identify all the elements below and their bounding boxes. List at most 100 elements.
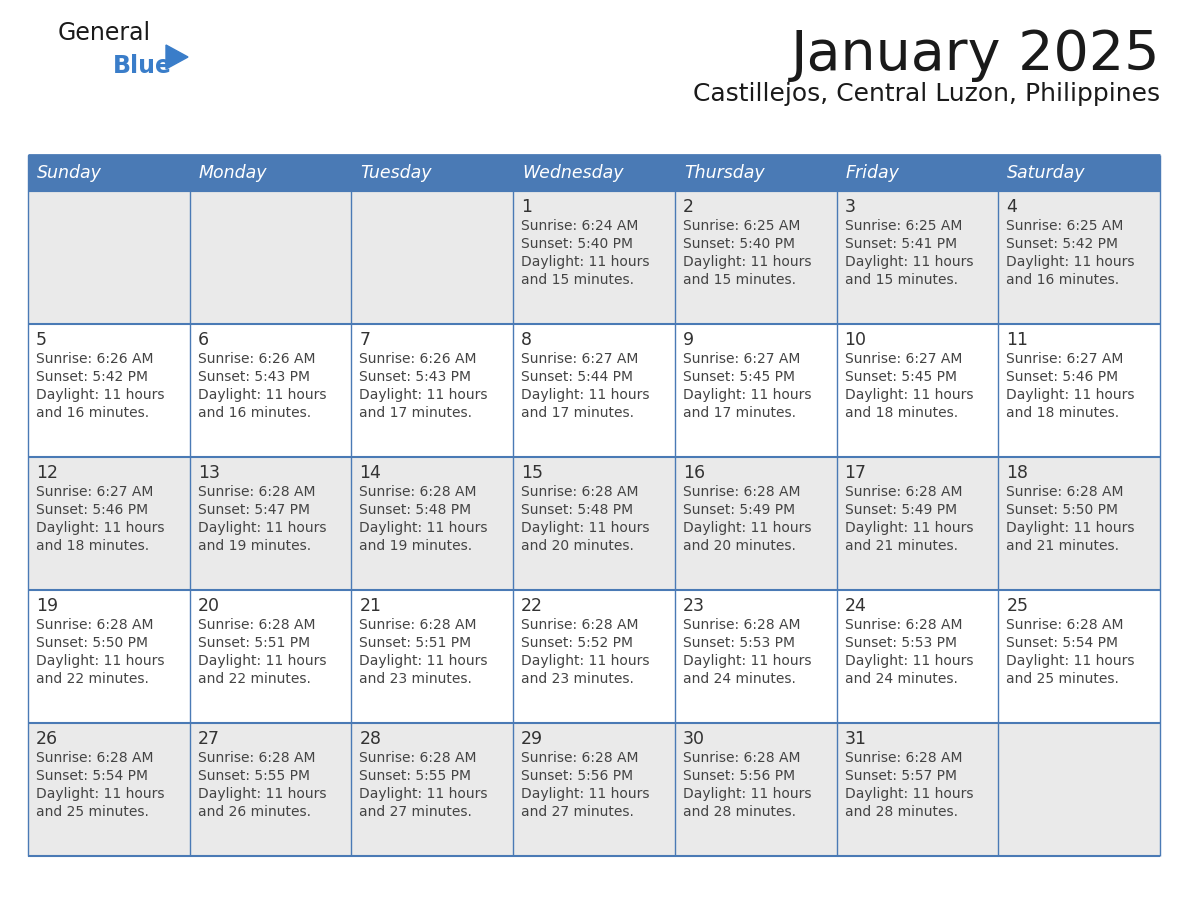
Text: Sunset: 5:56 PM: Sunset: 5:56 PM [683,769,795,783]
Text: Sunset: 5:55 PM: Sunset: 5:55 PM [360,769,472,783]
Text: and 23 minutes.: and 23 minutes. [522,672,634,686]
Bar [29,324,1159,457]
Text: Sunrise: 6:27 AM: Sunrise: 6:27 AM [36,485,153,499]
Text: Daylight: 11 hours: Daylight: 11 hours [360,388,488,402]
Text: and 20 minutes.: and 20 minutes. [683,539,796,553]
Text: and 16 minutes.: and 16 minutes. [1006,273,1119,287]
Text: Thursday: Thursday [684,164,765,182]
Text: Sunset: 5:42 PM: Sunset: 5:42 PM [1006,237,1118,251]
Text: Sunset: 5:44 PM: Sunset: 5:44 PM [522,370,633,384]
Text: Sunset: 5:57 PM: Sunset: 5:57 PM [845,769,956,783]
Text: Daylight: 11 hours: Daylight: 11 hours [360,521,488,535]
Text: Daylight: 11 hours: Daylight: 11 hours [36,787,164,801]
Text: Sunrise: 6:28 AM: Sunrise: 6:28 AM [36,618,153,632]
Text: Sunrise: 6:28 AM: Sunrise: 6:28 AM [360,751,476,765]
Text: Sunrise: 6:27 AM: Sunrise: 6:27 AM [522,352,638,366]
Text: Sunrise: 6:27 AM: Sunrise: 6:27 AM [845,352,962,366]
Text: Sunset: 5:56 PM: Sunset: 5:56 PM [522,769,633,783]
Text: 19: 19 [36,597,58,615]
Text: Sunrise: 6:26 AM: Sunrise: 6:26 AM [360,352,476,366]
Text: Sunrise: 6:28 AM: Sunrise: 6:28 AM [360,485,476,499]
Text: Sunset: 5:49 PM: Sunset: 5:49 PM [845,503,956,517]
Text: 10: 10 [845,331,866,349]
Text: Sunset: 5:47 PM: Sunset: 5:47 PM [197,503,310,517]
Text: 13: 13 [197,464,220,482]
Text: Sunrise: 6:28 AM: Sunrise: 6:28 AM [197,485,315,499]
Text: 27: 27 [197,730,220,748]
Text: Saturday: Saturday [1007,164,1086,182]
Text: Sunrise: 6:27 AM: Sunrise: 6:27 AM [1006,352,1124,366]
Text: and 15 minutes.: and 15 minutes. [845,273,958,287]
Text: Sunrise: 6:25 AM: Sunrise: 6:25 AM [1006,219,1124,233]
Text: 22: 22 [522,597,543,615]
Text: 1: 1 [522,198,532,216]
Text: and 27 minutes.: and 27 minutes. [360,805,473,819]
Text: Daylight: 11 hours: Daylight: 11 hours [197,521,327,535]
Text: Tuesday: Tuesday [360,164,432,182]
Text: Sunset: 5:54 PM: Sunset: 5:54 PM [36,769,148,783]
Text: and 25 minutes.: and 25 minutes. [1006,672,1119,686]
Text: Sunrise: 6:28 AM: Sunrise: 6:28 AM [522,618,639,632]
Text: Sunrise: 6:28 AM: Sunrise: 6:28 AM [1006,618,1124,632]
Text: 2: 2 [683,198,694,216]
Text: Daylight: 11 hours: Daylight: 11 hours [522,787,650,801]
Text: 8: 8 [522,331,532,349]
Text: 29: 29 [522,730,543,748]
Text: Sunset: 5:46 PM: Sunset: 5:46 PM [36,503,148,517]
Text: Sunset: 5:51 PM: Sunset: 5:51 PM [360,636,472,650]
Text: Daylight: 11 hours: Daylight: 11 hours [522,388,650,402]
Text: 16: 16 [683,464,704,482]
Text: Daylight: 11 hours: Daylight: 11 hours [197,787,327,801]
Text: Sunrise: 6:28 AM: Sunrise: 6:28 AM [197,618,315,632]
Text: and 25 minutes.: and 25 minutes. [36,805,148,819]
Text: and 17 minutes.: and 17 minutes. [683,406,796,420]
Text: Daylight: 11 hours: Daylight: 11 hours [36,388,164,402]
Text: Sunrise: 6:28 AM: Sunrise: 6:28 AM [36,751,153,765]
Text: and 28 minutes.: and 28 minutes. [683,805,796,819]
Text: and 26 minutes.: and 26 minutes. [197,805,311,819]
Text: General: General [58,21,151,45]
Text: and 21 minutes.: and 21 minutes. [1006,539,1119,553]
Text: Daylight: 11 hours: Daylight: 11 hours [522,521,650,535]
Text: Sunrise: 6:28 AM: Sunrise: 6:28 AM [845,751,962,765]
Text: and 16 minutes.: and 16 minutes. [36,406,150,420]
Text: Sunrise: 6:25 AM: Sunrise: 6:25 AM [683,219,801,233]
Text: Daylight: 11 hours: Daylight: 11 hours [845,521,973,535]
Text: Sunrise: 6:28 AM: Sunrise: 6:28 AM [197,751,315,765]
Text: Sunday: Sunday [37,164,102,182]
Text: Sunset: 5:48 PM: Sunset: 5:48 PM [522,503,633,517]
Bar [29,191,1159,324]
Text: Wednesday: Wednesday [523,164,624,182]
Text: Sunrise: 6:27 AM: Sunrise: 6:27 AM [683,352,801,366]
Text: Daylight: 11 hours: Daylight: 11 hours [360,787,488,801]
Text: and 19 minutes.: and 19 minutes. [360,539,473,553]
Text: 20: 20 [197,597,220,615]
Text: and 17 minutes.: and 17 minutes. [522,406,634,420]
Text: and 24 minutes.: and 24 minutes. [845,672,958,686]
Text: Sunset: 5:41 PM: Sunset: 5:41 PM [845,237,956,251]
Text: Sunset: 5:50 PM: Sunset: 5:50 PM [36,636,148,650]
Text: Blue: Blue [113,54,172,78]
Text: Sunset: 5:42 PM: Sunset: 5:42 PM [36,370,148,384]
Text: Daylight: 11 hours: Daylight: 11 hours [845,654,973,668]
Text: Sunset: 5:46 PM: Sunset: 5:46 PM [1006,370,1118,384]
Text: Sunrise: 6:26 AM: Sunrise: 6:26 AM [36,352,153,366]
Text: 12: 12 [36,464,58,482]
Text: Sunrise: 6:28 AM: Sunrise: 6:28 AM [683,751,801,765]
Text: 9: 9 [683,331,694,349]
Text: Sunset: 5:53 PM: Sunset: 5:53 PM [845,636,956,650]
Text: and 22 minutes.: and 22 minutes. [197,672,310,686]
Text: Daylight: 11 hours: Daylight: 11 hours [522,654,650,668]
Text: Daylight: 11 hours: Daylight: 11 hours [845,787,973,801]
Text: Daylight: 11 hours: Daylight: 11 hours [1006,388,1135,402]
Bar [29,723,1159,856]
Text: 15: 15 [522,464,543,482]
Text: Monday: Monday [198,164,267,182]
Text: Sunset: 5:50 PM: Sunset: 5:50 PM [1006,503,1118,517]
Text: 11: 11 [1006,331,1029,349]
Text: Sunset: 5:45 PM: Sunset: 5:45 PM [845,370,956,384]
Text: Sunrise: 6:28 AM: Sunrise: 6:28 AM [683,618,801,632]
Text: Sunrise: 6:25 AM: Sunrise: 6:25 AM [845,219,962,233]
Bar [29,590,1159,723]
Text: Daylight: 11 hours: Daylight: 11 hours [1006,255,1135,269]
